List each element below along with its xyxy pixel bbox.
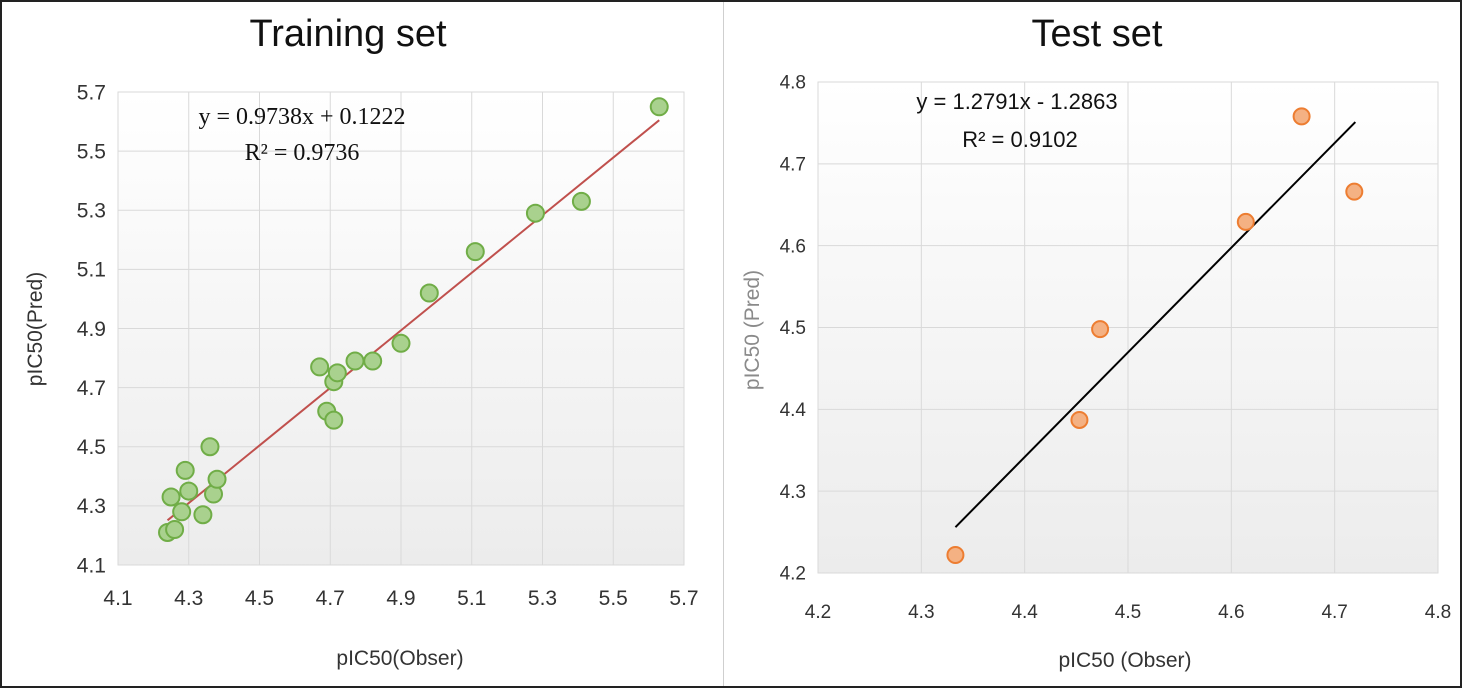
regression-equation: y = 1.2791x - 1.2863 xyxy=(916,89,1117,114)
y-tick-label: 4.2 xyxy=(780,564,806,585)
chart-title: Test set xyxy=(1032,13,1163,55)
data-point xyxy=(571,191,591,211)
y-tick-label: 4.1 xyxy=(77,554,106,577)
x-tick-label: 5.1 xyxy=(457,587,486,610)
y-tick-label: 5.5 xyxy=(77,140,106,163)
data-point xyxy=(363,351,383,371)
x-tick-label: 4.7 xyxy=(1321,602,1347,623)
x-axis-label: pIC50(Obser) xyxy=(336,647,463,670)
y-tick-label: 5.3 xyxy=(77,200,106,223)
plot-area: 4.1 4.3 4.5 4.7 4.9 5.1 5.3 5.5 5.7 4.1 4.3 4.5 4.7 4… xyxy=(77,81,699,610)
data-point xyxy=(1345,182,1364,201)
x-tick-label: 4.9 xyxy=(386,587,415,610)
y-tick-label: 4.9 xyxy=(77,318,106,341)
test-set-chart: 4.2 4.3 4.4 4.5 4.6 4.7 4.8 4.2 4.3 4.4 4.5 4.6 4.7 4… xyxy=(741,13,1452,672)
trendline xyxy=(954,121,1357,528)
data-point xyxy=(345,351,365,371)
y-tick-label: 4.4 xyxy=(780,400,807,421)
r-squared-label: R² = 0.9102 xyxy=(962,127,1078,152)
y-tick-label: 4.7 xyxy=(780,154,806,175)
data-point xyxy=(1091,320,1110,339)
x-axis-label: pIC50 (Obser) xyxy=(1058,649,1191,672)
x-tick-label: 4.4 xyxy=(1011,602,1038,623)
data-point xyxy=(946,545,965,564)
x-tick-label: 4.5 xyxy=(1115,602,1141,623)
x-tick-label: 5.5 xyxy=(599,587,628,610)
data-point xyxy=(172,502,192,522)
y-tick-label: 4.7 xyxy=(77,377,106,400)
data-point xyxy=(391,333,411,353)
data-point xyxy=(175,460,195,480)
y-tick-label: 4.8 xyxy=(780,73,806,94)
x-tick-label: 5.7 xyxy=(669,587,698,610)
data-point xyxy=(161,487,181,507)
y-tick-label: 4.3 xyxy=(77,495,106,518)
panel-divider xyxy=(723,2,724,686)
data-point xyxy=(525,203,545,223)
plot-area: 4.2 4.3 4.4 4.5 4.6 4.7 4.8 4.2 4.3 4.4 4.5 4.6 4.7 4… xyxy=(780,73,1452,623)
data-point xyxy=(179,481,199,501)
data-point xyxy=(1292,107,1311,126)
x-tick-label: 4.1 xyxy=(103,587,132,610)
data-point xyxy=(193,505,213,525)
x-tick-label: 5.3 xyxy=(528,587,557,610)
training-set-panel: 4.1 4.3 4.5 4.7 4.9 5.1 5.3 5.5 5.7 4.1 4.3 4.5 4.7 4… xyxy=(2,0,722,688)
r-squared-label: R² = 0.9736 xyxy=(245,140,360,166)
y-tick-label: 4.5 xyxy=(77,436,106,459)
x-tick-label: 4.5 xyxy=(245,587,274,610)
x-tick-label: 4.8 xyxy=(1425,602,1451,623)
data-point xyxy=(1236,212,1255,231)
data-point xyxy=(465,242,485,262)
data-point xyxy=(324,410,344,430)
data-point xyxy=(165,520,185,540)
y-tick-label: 4.3 xyxy=(780,482,806,503)
x-tick-label: 4.3 xyxy=(174,587,203,610)
y-axis-label: pIC50(Pred) xyxy=(24,272,47,386)
data-point xyxy=(419,283,439,303)
x-tick-label: 4.6 xyxy=(1218,602,1244,623)
regression-equation: y = 0.9738x + 0.1222 xyxy=(198,104,405,130)
data-point xyxy=(649,97,669,117)
y-tick-label: 4.5 xyxy=(780,318,806,339)
data-point xyxy=(200,437,220,457)
data-point xyxy=(207,469,227,489)
y-tick-label: 5.1 xyxy=(77,259,106,282)
chart-title: Training set xyxy=(249,13,447,55)
data-point xyxy=(310,357,330,377)
y-axis-label: pIC50 (Pred) xyxy=(741,270,764,390)
data-point xyxy=(327,363,347,383)
x-tick-label: 4.2 xyxy=(805,602,831,623)
y-tick-label: 4.6 xyxy=(780,236,806,257)
y-tick-label: 5.7 xyxy=(77,81,106,104)
x-tick-label: 4.3 xyxy=(908,602,934,623)
trendline xyxy=(166,119,660,522)
data-point xyxy=(1070,410,1089,429)
test-set-panel: 4.2 4.3 4.4 4.5 4.6 4.7 4.8 4.2 4.3 4.4 4.5 4.6 4.7 4… xyxy=(725,0,1460,688)
x-tick-label: 4.7 xyxy=(316,587,345,610)
training-set-chart: 4.1 4.3 4.5 4.7 4.9 5.1 5.3 5.5 5.7 4.1 4.3 4.5 4.7 4… xyxy=(24,13,699,670)
